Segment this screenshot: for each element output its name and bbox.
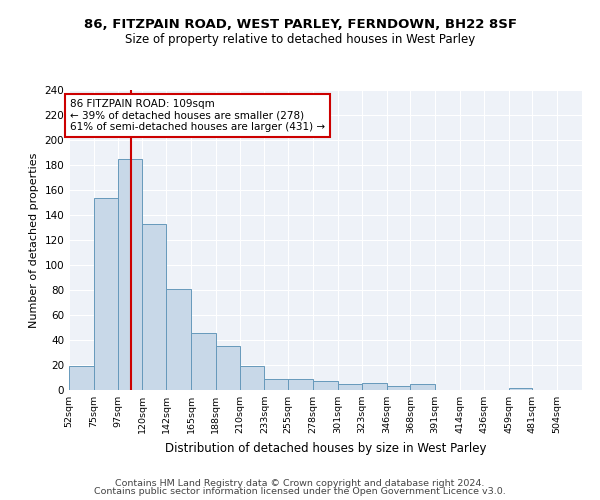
Bar [216, 346, 239, 390]
Bar [94, 198, 118, 390]
Bar [166, 289, 191, 390]
Bar [118, 159, 142, 390]
Bar [509, 388, 532, 390]
Bar [338, 384, 362, 390]
Bar [410, 384, 435, 390]
Bar [191, 332, 216, 390]
Y-axis label: Number of detached properties: Number of detached properties [29, 152, 39, 328]
Bar [265, 379, 288, 390]
X-axis label: Distribution of detached houses by size in West Parley: Distribution of detached houses by size … [165, 442, 486, 454]
Text: 86 FITZPAIN ROAD: 109sqm
← 39% of detached houses are smaller (278)
61% of semi-: 86 FITZPAIN ROAD: 109sqm ← 39% of detach… [70, 99, 325, 132]
Bar [239, 366, 265, 390]
Bar [313, 381, 338, 390]
Bar [386, 386, 410, 390]
Text: 86, FITZPAIN ROAD, WEST PARLEY, FERNDOWN, BH22 8SF: 86, FITZPAIN ROAD, WEST PARLEY, FERNDOWN… [83, 18, 517, 30]
Text: Size of property relative to detached houses in West Parley: Size of property relative to detached ho… [125, 32, 475, 46]
Text: Contains public sector information licensed under the Open Government Licence v3: Contains public sector information licen… [94, 487, 506, 496]
Bar [362, 382, 386, 390]
Text: Contains HM Land Registry data © Crown copyright and database right 2024.: Contains HM Land Registry data © Crown c… [115, 478, 485, 488]
Bar [288, 379, 313, 390]
Bar [69, 366, 94, 390]
Bar [142, 224, 166, 390]
